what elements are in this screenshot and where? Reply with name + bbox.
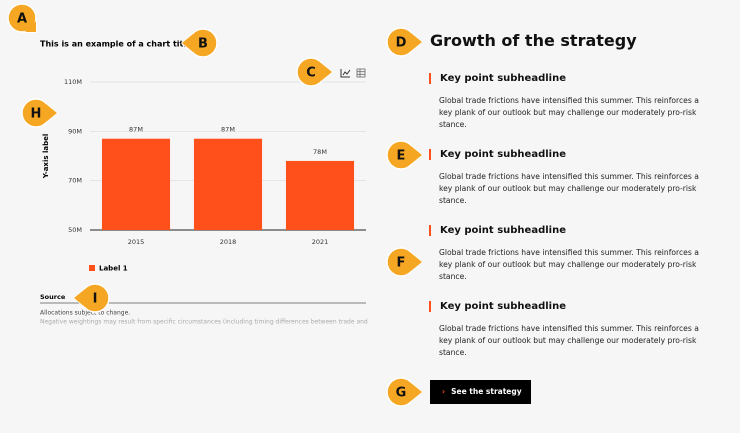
y-tick-label: 90M xyxy=(68,127,82,135)
data-label: 78M xyxy=(313,148,327,156)
key-point-headline: Key point subheadline xyxy=(429,301,699,312)
y-tick-label: 70M xyxy=(68,177,82,185)
key-point-headline: Key point subheadline xyxy=(429,225,699,236)
button-label: See the strategy xyxy=(451,387,522,396)
x-tick-label: 2015 xyxy=(128,238,145,246)
x-tick-label: 2018 xyxy=(220,238,237,246)
y-axis-label: Y-axis label xyxy=(42,134,50,179)
key-point-body: Global trade frictions have intensified … xyxy=(439,324,699,357)
line-view-icon[interactable] xyxy=(340,69,351,78)
key-point-headline: Key point subheadline xyxy=(429,149,699,160)
bar xyxy=(101,138,171,230)
content-title: Growth of the strategy xyxy=(430,31,637,50)
legend-swatch xyxy=(89,265,95,271)
key-point-body: Global trade frictions have intensified … xyxy=(439,172,699,205)
key-point: Key point subheadline Global trade fricti… xyxy=(429,225,699,283)
y-tick-label: 110M xyxy=(64,78,82,86)
source-label: Source xyxy=(40,293,66,301)
key-point: Key point subheadline Global trade fricti… xyxy=(429,149,699,207)
legend-label: Label 1 xyxy=(99,265,128,273)
chevron: › xyxy=(442,387,446,396)
bar xyxy=(193,138,263,230)
key-point: Key point subheadline Global trade fricti… xyxy=(429,301,699,359)
source-note: Allocations subject to change. xyxy=(40,310,130,317)
key-point-body: Global trade frictions have intensified … xyxy=(439,96,699,129)
y-tick-label: 50M xyxy=(68,226,82,234)
key-point-headline: Key point subheadline xyxy=(429,73,699,84)
table-view-icon[interactable] xyxy=(356,68,366,78)
key-point: Key point subheadline Global trade fricti… xyxy=(429,73,699,131)
key-point-body: Global trade frictions have intensified … xyxy=(439,248,699,281)
data-label: 87M xyxy=(221,126,235,134)
data-label: 87M xyxy=(129,126,143,134)
chart-title: This is an example of a chart title xyxy=(40,40,192,49)
cta-button[interactable]: › See the strategy xyxy=(430,380,531,404)
x-tick-label: 2021 xyxy=(312,238,329,246)
bar xyxy=(285,160,355,230)
source-note: Negative weightings may result from spec… xyxy=(40,319,368,326)
